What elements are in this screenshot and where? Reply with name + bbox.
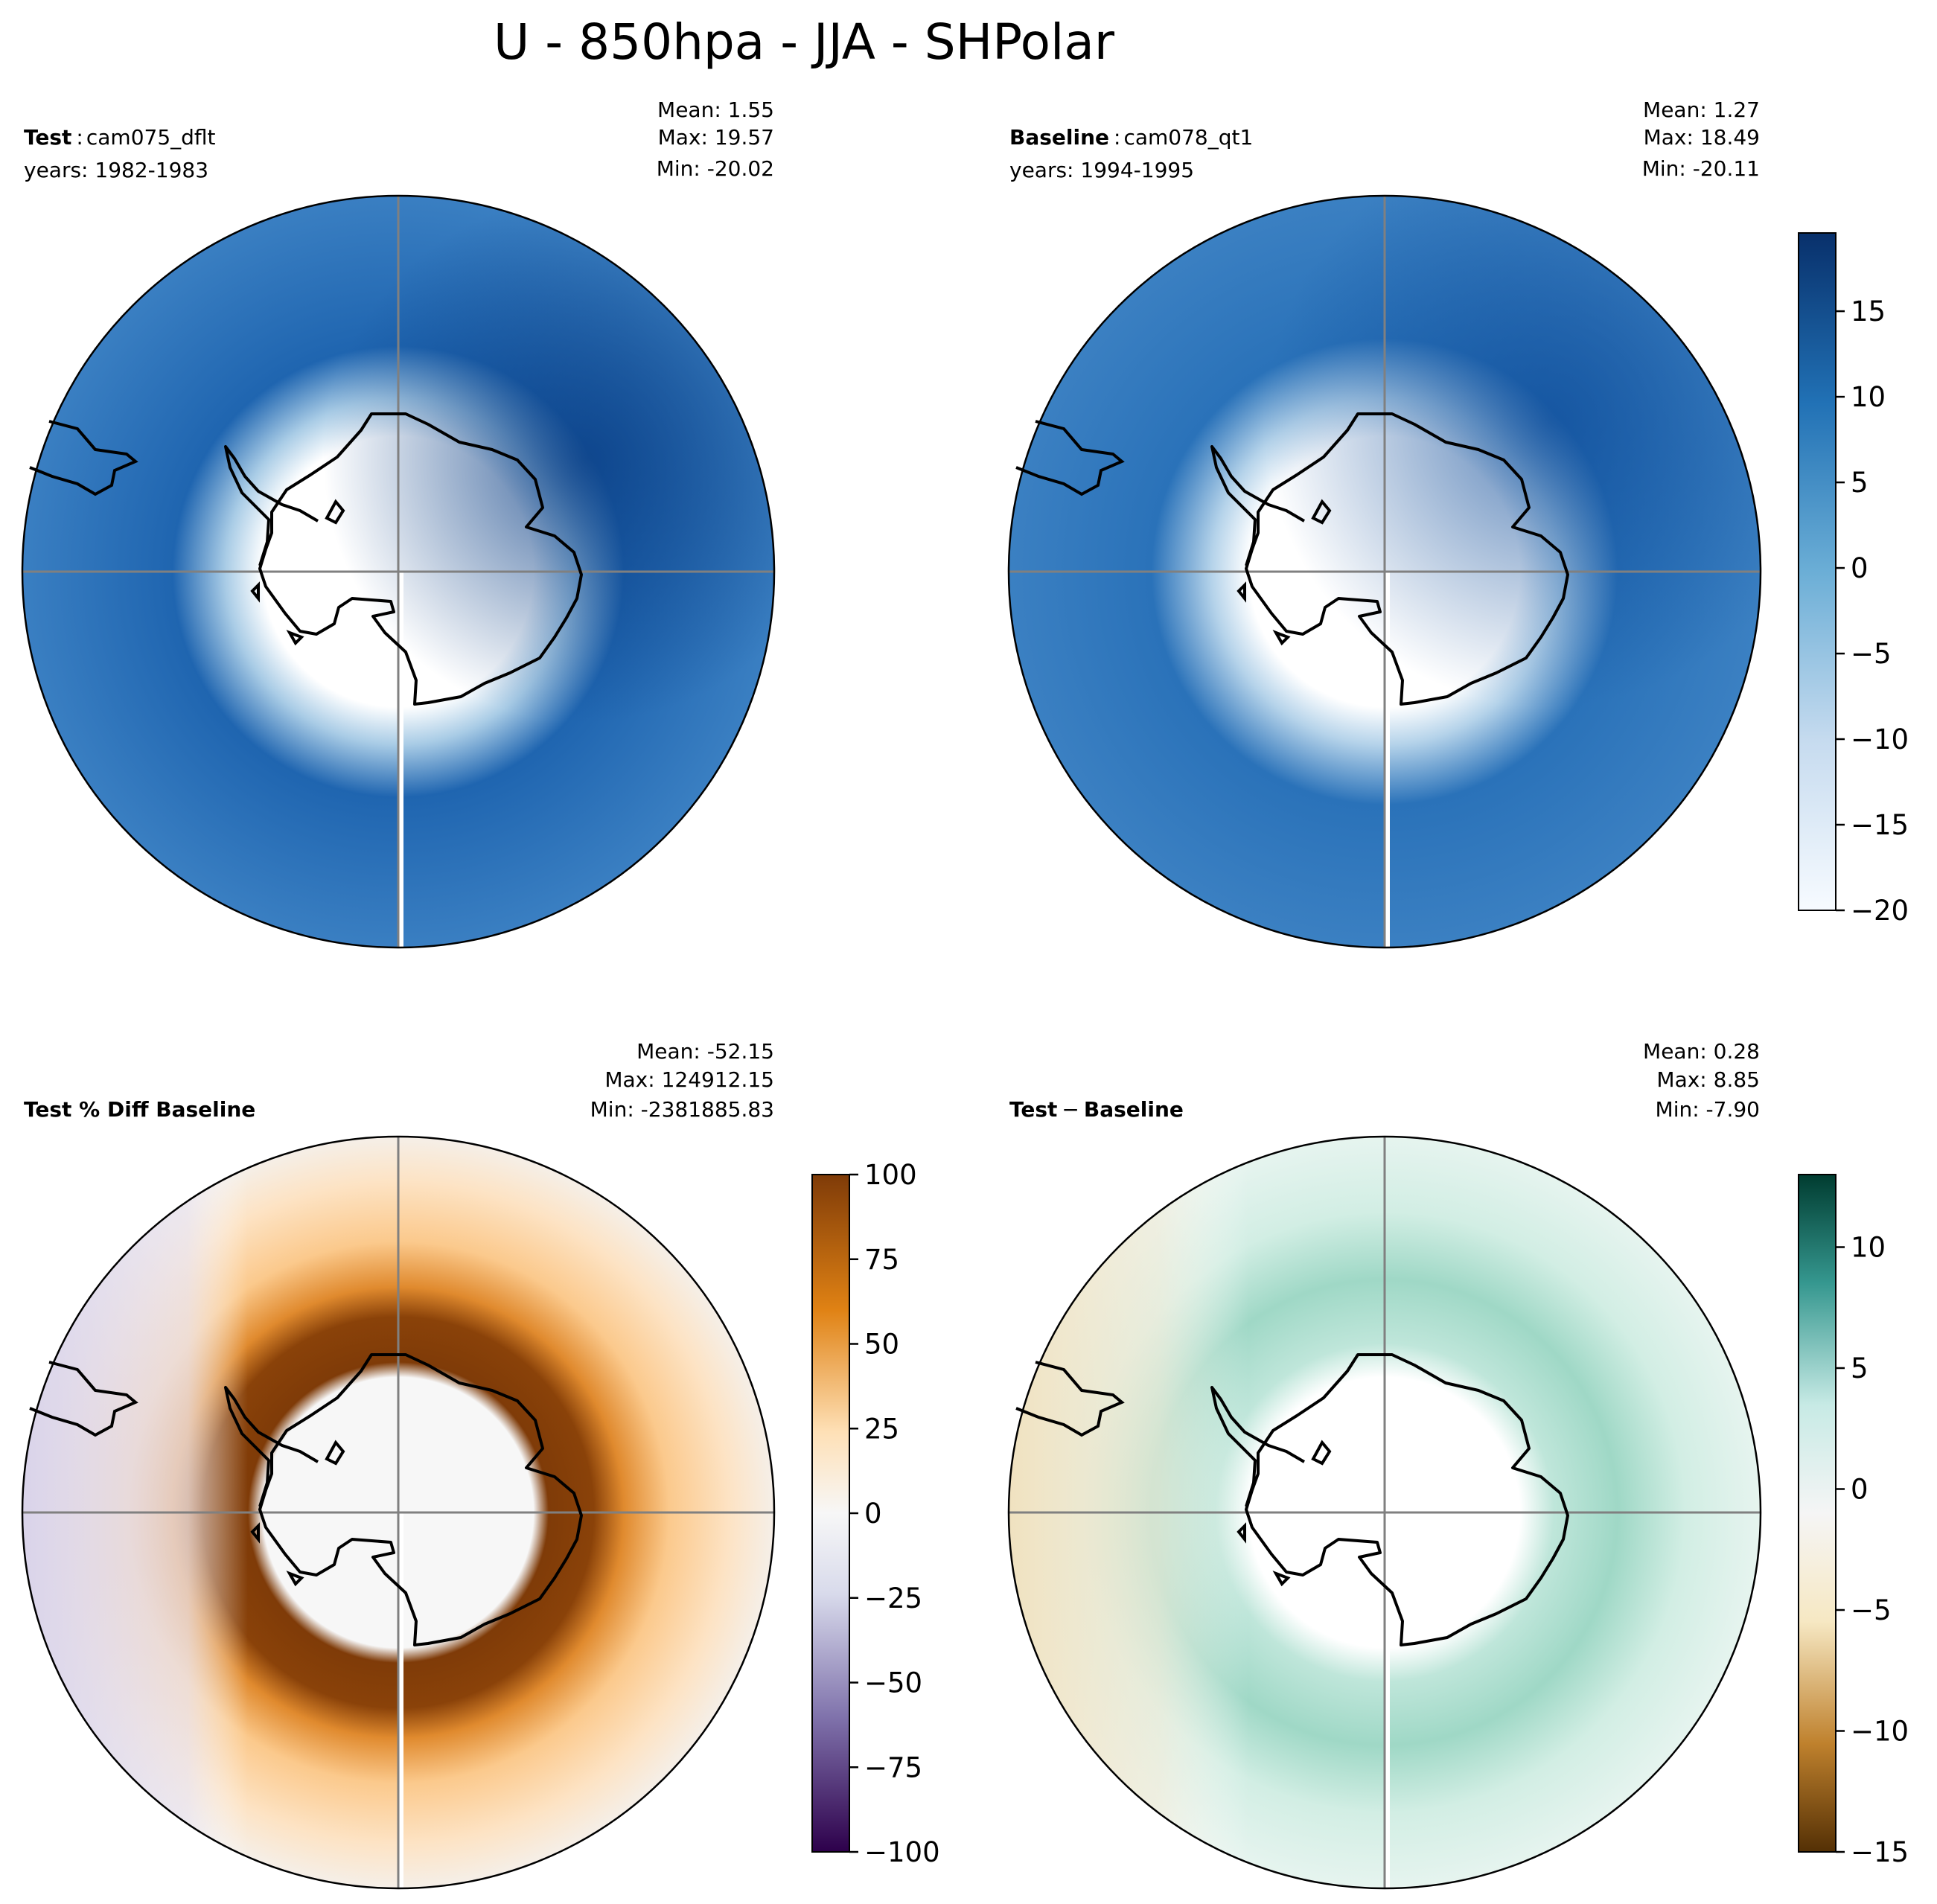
panel-pct-diff-frame (21, 1135, 776, 1890)
panel-diff-south-america-coast (1015, 1361, 1125, 1437)
colorbar-top-ticks: 15 10 5 0 −5 −10 −15 −20 (1836, 295, 1909, 927)
panel-pct-diff-south-america-coast (29, 1361, 138, 1437)
panel-test-label-sep: : (76, 125, 83, 150)
panel-test-label-case: cam075_dflt (86, 125, 216, 150)
colorbar-tick-label: 10 (1851, 1232, 1886, 1264)
colorbar-tick-label: 0 (1851, 552, 1869, 584)
figure-title: U - 850hpa - JJA - SHPolar (494, 13, 1115, 71)
panel-test-label: Test: cam075_dflt (24, 125, 216, 150)
colorbar-diff-ticks: 10 5 0 −5 −10 −15 (1836, 1232, 1909, 1868)
panel-test-min: Min: -20.02 (657, 156, 774, 181)
colorbar-tick-label: −50 (864, 1667, 922, 1699)
panel-pct-diff-max: Max: 124912.15 (604, 1067, 774, 1092)
colorbar-tick-label: 0 (864, 1498, 882, 1530)
panel-test: Test: cam075_dflt years: 1982-1983 Mean: … (21, 98, 776, 949)
panel-baseline-years: years: 1994-1995 (1009, 158, 1194, 182)
panel-diff-frame (1007, 1135, 1762, 1890)
panel-pct-diff-label: Test % Diff Baseline (24, 1097, 255, 1122)
panel-diff-min: Min: -7.90 (1656, 1097, 1760, 1122)
colorbar-tick-label: −5 (1851, 1594, 1892, 1626)
colorbar-pct-diff (811, 1174, 850, 1853)
panel-test-label-bold: Test (24, 125, 71, 150)
colorbar-tick-label: −25 (864, 1582, 922, 1614)
panel-baseline-south-america-coast (1015, 420, 1125, 496)
colorbar-tick-label: 5 (1851, 1352, 1869, 1384)
panel-baseline-label: Baseline: cam078_qt1 (1009, 125, 1253, 150)
panel-test-missing-meridian (398, 572, 403, 948)
colorbar-tick-label: 75 (864, 1244, 899, 1276)
panel-pct-diff-missing-meridian (398, 1512, 403, 1888)
panel-test-max: Max: 19.57 (658, 125, 774, 150)
colorbar-tick-label: −5 (1851, 638, 1892, 670)
colorbar-pct-diff-ticks: 100 75 50 25 0 −25 −50 −75 −100 (849, 1159, 940, 1868)
colorbar-tick-label: −15 (1851, 809, 1909, 841)
panel-baseline-label-bold: Baseline (1009, 125, 1109, 150)
panel-baseline-missing-meridian (1384, 572, 1390, 948)
panel-baseline-mean: Mean: 1.27 (1643, 98, 1760, 122)
panel-test-years: years: 1982-1983 (24, 158, 208, 182)
colorbar-tick-label: 25 (864, 1413, 899, 1445)
panel-diff-max: Max: 8.85 (1656, 1067, 1760, 1092)
panel-baseline-frame (1007, 194, 1762, 949)
panel-pct-diff: Test % Diff Baseline Mean: -52.15 Max: 1… (21, 1039, 940, 1890)
colorbar-tick-label: −75 (864, 1751, 922, 1783)
panel-test-frame (21, 194, 776, 949)
colorbar-tick-label: −10 (1851, 723, 1909, 755)
colorbar-tick-label: −100 (864, 1836, 940, 1868)
colorbar-tick-label: 5 (1851, 467, 1869, 499)
panel-diff-label-minus: − (1062, 1097, 1079, 1122)
colorbar-diff (1798, 1174, 1837, 1853)
panel-test-south-america-coast (29, 420, 138, 496)
panel-test-mean: Mean: 1.55 (657, 98, 774, 122)
colorbar-tick-label: 50 (864, 1329, 899, 1361)
panel-pct-diff-mean: Mean: -52.15 (636, 1039, 774, 1064)
panel-baseline: Baseline: cam078_qt1 years: 1994-1995 Mea… (1007, 98, 1909, 949)
panel-diff-mean: Mean: 0.28 (1643, 1039, 1760, 1064)
colorbar-tick-label: 15 (1851, 295, 1886, 328)
panel-baseline-max: Max: 18.49 (1644, 125, 1760, 150)
panel-diff: Test − Baseline Mean: 0.28 Max: 8.85 Min: … (1007, 1039, 1909, 1890)
panel-diff-label: Test − Baseline (1009, 1097, 1184, 1122)
colorbar-tick-label: 100 (864, 1159, 917, 1191)
panel-diff-label-test: Test (1009, 1097, 1057, 1122)
panel-diff-label-baseline: Baseline (1084, 1097, 1184, 1122)
colorbar-tick-label: −20 (1851, 895, 1909, 927)
panel-diff-missing-meridian (1384, 1512, 1390, 1888)
colorbar-tick-label: 10 (1851, 381, 1886, 413)
colorbar-tick-label: −15 (1851, 1836, 1909, 1868)
colorbar-top (1798, 232, 1837, 911)
panel-baseline-label-sep: : (1114, 125, 1120, 150)
panel-baseline-min: Min: -20.11 (1642, 156, 1760, 181)
panel-baseline-label-case: cam078_qt1 (1123, 125, 1253, 150)
colorbar-tick-label: −10 (1851, 1716, 1909, 1748)
panel-pct-diff-min: Min: -2381885.83 (590, 1097, 774, 1122)
colorbar-tick-label: 0 (1851, 1474, 1869, 1506)
